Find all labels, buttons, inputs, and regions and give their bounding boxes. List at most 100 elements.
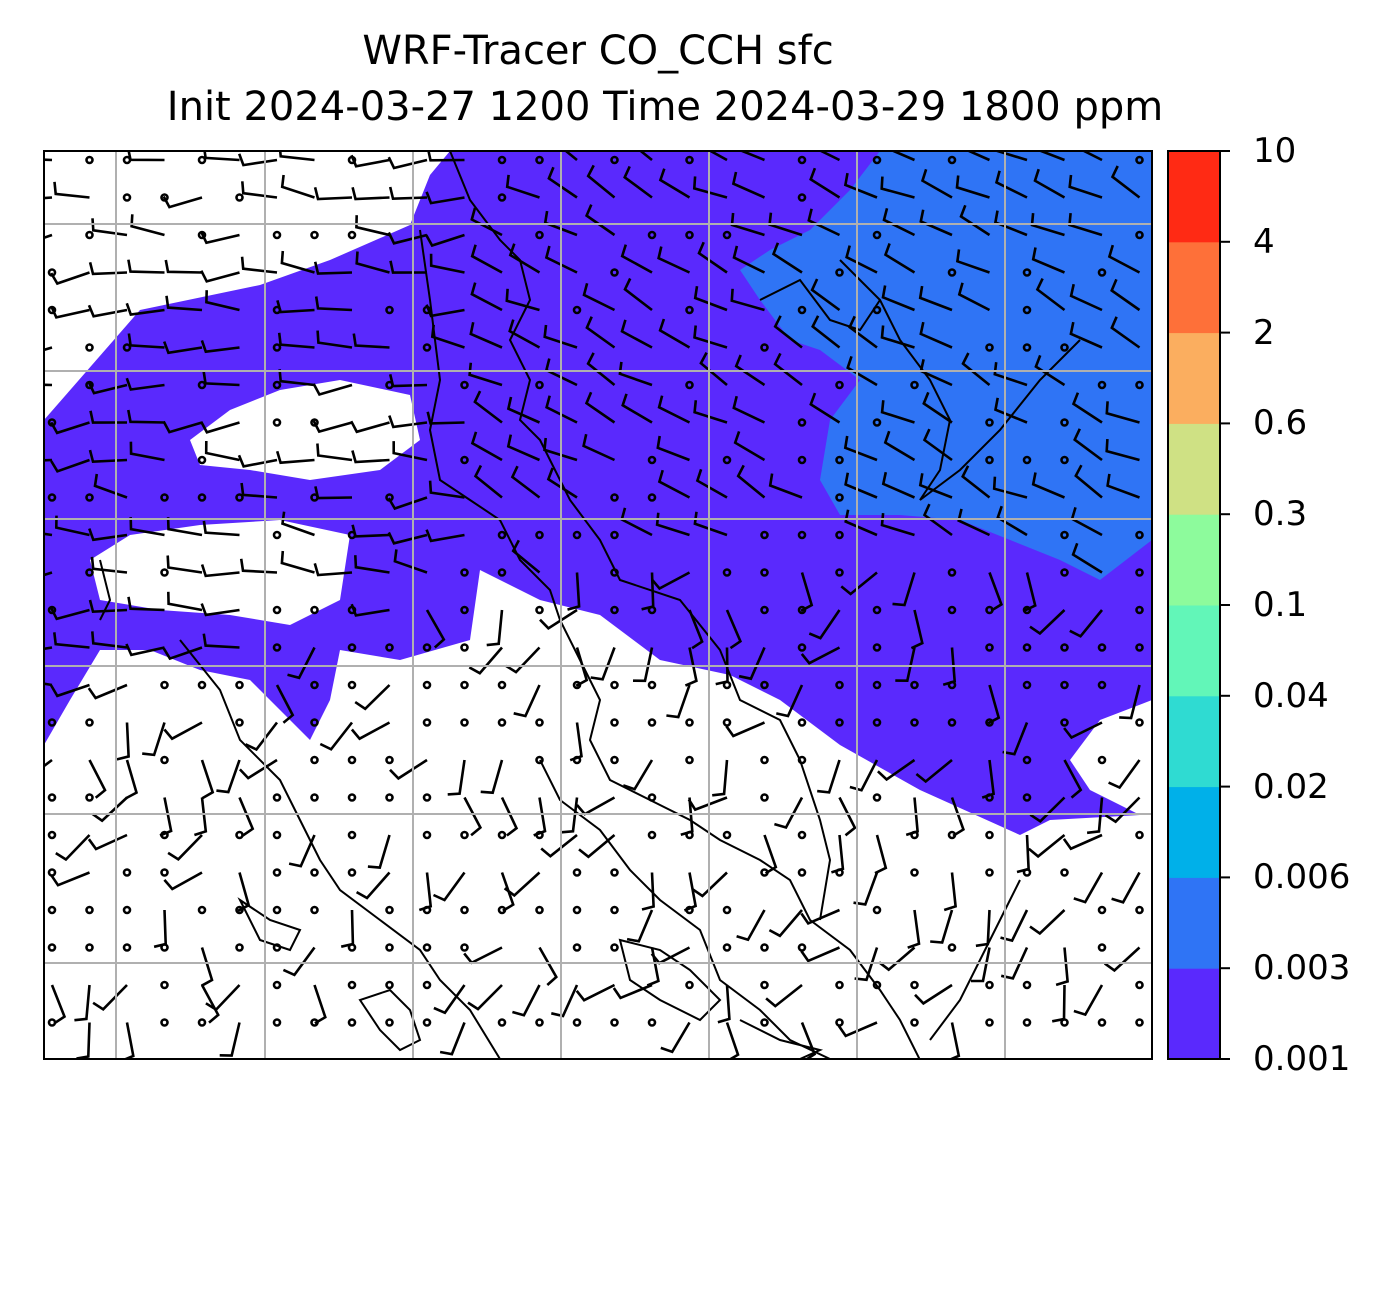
calm-marker: [835, 980, 844, 990]
wind-barb: [1062, 833, 1103, 851]
calm-marker: [197, 155, 207, 165]
calm-marker: [1097, 755, 1107, 765]
calm-marker: [235, 943, 244, 952]
calm-marker: [47, 830, 57, 840]
wind-barb: [355, 871, 391, 900]
calm-marker: [572, 868, 582, 877]
calm-marker: [685, 155, 694, 165]
calm-marker: [47, 493, 57, 502]
wind-barb: [352, 333, 390, 349]
calm-marker: [647, 830, 657, 840]
wind-barb: [811, 315, 841, 349]
wind-barb: [881, 471, 916, 499]
wind-barb: [942, 647, 957, 687]
wind-barb: [425, 233, 465, 248]
calm-marker: [685, 755, 694, 765]
wind-barb: [733, 430, 766, 462]
wind-barb: [1031, 472, 1066, 499]
wind-barb: [809, 167, 841, 199]
wind-barb: [314, 486, 353, 500]
wind-barb: [544, 245, 578, 274]
wind-barb: [765, 983, 803, 1008]
wind-barb: [278, 369, 315, 387]
wind-barb: [91, 796, 128, 823]
wind-barb: [319, 721, 354, 751]
wind-barb: [1027, 833, 1066, 859]
calm-marker: [272, 530, 282, 540]
calm-marker: [1097, 643, 1107, 652]
calm-marker: [647, 455, 657, 465]
colorbar-swatch: [1168, 151, 1220, 243]
calm-marker: [347, 643, 357, 652]
calm-marker: [985, 643, 994, 652]
calm-marker: [310, 605, 319, 615]
wind-barb: [880, 400, 915, 424]
calm-marker: [610, 943, 619, 952]
wind-barb: [162, 195, 203, 209]
wind-barb: [127, 259, 165, 274]
calm-marker: [1135, 1018, 1144, 1027]
wind-barb: [50, 458, 90, 473]
wind-barb: [957, 508, 991, 537]
calm-marker: [310, 680, 319, 690]
coastline: [358, 988, 422, 1052]
calm-marker: [1060, 418, 1069, 427]
calm-marker: [722, 718, 732, 727]
calm-marker: [347, 755, 357, 765]
wind-barb: [427, 151, 465, 162]
calm-marker: [797, 193, 807, 202]
calm-marker: [1060, 643, 1069, 652]
colorbar-swatch: [1168, 605, 1220, 697]
calm-marker: [272, 980, 282, 990]
calm-marker: [910, 868, 919, 877]
calm-marker: [47, 605, 57, 615]
calm-marker: [85, 905, 94, 915]
wind-barb: [162, 341, 203, 355]
calm-marker: [1022, 980, 1032, 990]
wind-barb: [773, 352, 803, 387]
calm-marker: [572, 305, 582, 315]
calm-marker: [347, 943, 357, 952]
calm-marker: [347, 793, 357, 802]
colorbar-swatch: [1168, 786, 1220, 878]
wind-barb: [539, 608, 578, 630]
wind-barb: [202, 371, 240, 387]
title-line-2: Init 2024-03-27 1200 Time 2024-03-29 180…: [166, 84, 1164, 130]
wind-barb: [993, 362, 1028, 387]
calm-marker: [422, 718, 432, 727]
wind-barb: [1063, 721, 1103, 740]
wind-barb: [470, 207, 503, 237]
calm-marker: [47, 1018, 57, 1027]
wind-barb: [1110, 316, 1141, 349]
calm-marker: [497, 680, 507, 690]
calm-marker: [610, 905, 619, 915]
calm-marker: [497, 155, 507, 165]
wind-barb: [92, 984, 128, 1011]
wind-barb: [1073, 871, 1104, 904]
calm-marker: [685, 380, 694, 390]
calm-marker: [1022, 455, 1032, 465]
wind-barb: [961, 465, 991, 499]
wind-barb: [129, 517, 165, 537]
wind-barb: [387, 156, 428, 170]
wind-barb: [130, 214, 165, 237]
calm-marker: [610, 268, 619, 277]
calm-marker: [235, 830, 244, 840]
wind-barb: [1063, 759, 1083, 799]
calm-marker: [1022, 680, 1032, 690]
wind-barb: [125, 643, 165, 657]
calm-marker: [872, 155, 882, 165]
calm-marker: [610, 1018, 619, 1027]
wind-barb: [560, 797, 579, 834]
wind-barb: [683, 872, 698, 912]
calm-marker: [535, 530, 544, 540]
wind-barb: [734, 354, 766, 387]
colorbar-tick-label: 0.001: [1253, 1039, 1351, 1079]
wind-barb: [693, 286, 728, 312]
wind-barb: [584, 391, 616, 424]
wind-barb: [316, 443, 353, 462]
title-line-1: WRF-Tracer CO_CCH sfc: [362, 28, 834, 74]
wind-barb: [505, 174, 540, 199]
wind-barb: [205, 984, 241, 1012]
wind-barb: [200, 270, 240, 283]
